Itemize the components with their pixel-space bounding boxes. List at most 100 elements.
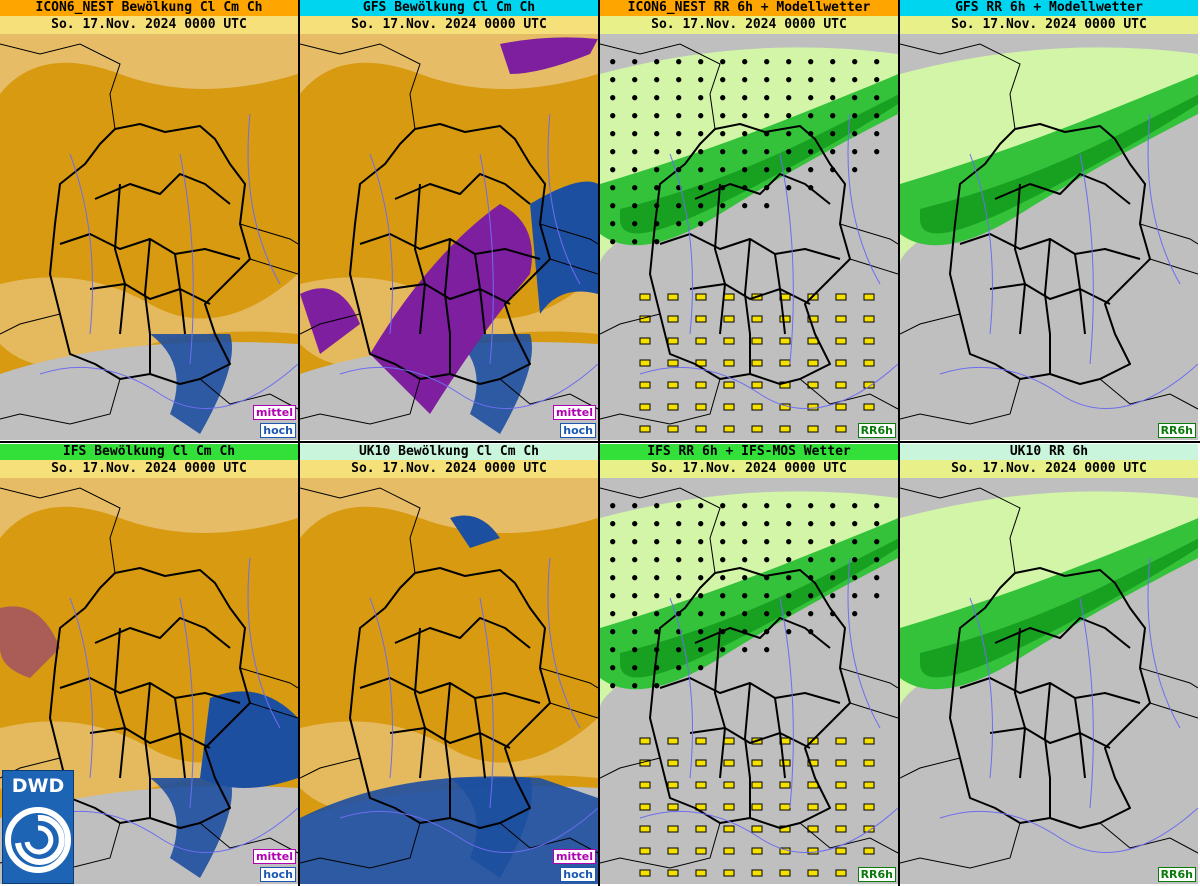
precip-symbol: ●	[654, 93, 660, 103]
panel-date: So. 17.Nov. 2024 0000 UTC	[0, 460, 298, 478]
panel-title: IFS Bewölkung Cl Cm Ch	[0, 444, 298, 460]
precip-symbol: ●	[676, 147, 682, 157]
precip-symbol: ●	[610, 663, 616, 673]
map-panel: ICON6_NEST Bewölkung Cl Cm Ch So. 17.Nov.…	[0, 0, 298, 440]
precip-symbol: ●	[632, 609, 638, 619]
precip-symbol: ●	[610, 555, 616, 565]
precip-symbol: ●	[786, 501, 792, 511]
precip-symbol: ●	[632, 147, 638, 157]
precip-symbol: ●	[852, 501, 858, 511]
precip-symbol: ●	[610, 627, 616, 637]
precip-symbol: ●	[610, 219, 616, 229]
precip-symbol: ●	[808, 519, 814, 529]
precip-symbol: ●	[764, 555, 770, 565]
cloud-cover-map	[300, 34, 598, 440]
cloud-cover-map	[0, 34, 298, 440]
precip-symbol: ●	[852, 555, 858, 565]
precip-symbol: ●	[676, 537, 682, 547]
precip-symbol: ●	[654, 129, 660, 139]
precip-symbol: ●	[764, 573, 770, 583]
precip-symbol: ●	[720, 111, 726, 121]
precip-symbol: ●	[764, 609, 770, 619]
precip-symbol: ●	[632, 555, 638, 565]
precip-symbol: ●	[720, 555, 726, 565]
precip-symbol: ●	[676, 57, 682, 67]
panel-title: ICON6_NEST Bewölkung Cl Cm Ch	[0, 0, 298, 16]
precip-symbol: ●	[676, 201, 682, 211]
precip-symbol: ●	[698, 591, 704, 601]
precipitation-map	[900, 34, 1198, 440]
precip-symbol: ●	[742, 57, 748, 67]
precip-symbol: ●	[874, 591, 880, 601]
precip-symbol: ●	[764, 129, 770, 139]
precip-symbol: ●	[830, 537, 836, 547]
precip-symbol: ●	[654, 591, 660, 601]
precip-symbol: ●	[874, 537, 880, 547]
precip-symbol: ●	[830, 609, 836, 619]
precip-symbol: ●	[830, 519, 836, 529]
precip-symbol: ●	[698, 165, 704, 175]
panel-date: So. 17.Nov. 2024 0000 UTC	[900, 460, 1198, 478]
precip-symbol: ●	[720, 501, 726, 511]
precipitation-map	[900, 478, 1198, 884]
precip-symbol: ●	[632, 519, 638, 529]
precip-symbol: ●	[764, 519, 770, 529]
precip-symbol: ●	[610, 573, 616, 583]
precip-symbol: ●	[610, 129, 616, 139]
precip-symbol: ●	[654, 57, 660, 67]
precip-symbol: ●	[676, 591, 682, 601]
precip-symbol: ●	[632, 165, 638, 175]
cloud-cover-map	[300, 478, 598, 884]
precip-symbol: ●	[742, 537, 748, 547]
precip-symbol: ●	[610, 519, 616, 529]
panel-date: So. 17.Nov. 2024 0000 UTC	[300, 460, 598, 478]
precip-symbol: ●	[808, 609, 814, 619]
precip-symbol: ●	[852, 93, 858, 103]
precip-symbol: ●	[632, 57, 638, 67]
precip-symbol: ●	[742, 555, 748, 565]
panel-divider	[298, 0, 300, 886]
map-panel: UK10 Bewölkung Cl Cm Ch So. 17.Nov. 2024 …	[300, 444, 598, 884]
precip-symbol: ●	[654, 627, 660, 637]
precip-symbol: ●	[698, 519, 704, 529]
precip-symbol: ●	[808, 573, 814, 583]
precip-symbol: ●	[808, 57, 814, 67]
precip-symbol: ●	[632, 219, 638, 229]
precip-symbol: ●	[676, 645, 682, 655]
precip-symbol: ●	[698, 663, 704, 673]
precip-symbol: ●	[720, 591, 726, 601]
precip-symbol: ●	[874, 129, 880, 139]
precip-symbol: ●	[698, 75, 704, 85]
precip-symbol: ●	[632, 501, 638, 511]
map-panel: UK10 RR 6h So. 17.Nov. 2024 0000 UTC RR6h	[900, 444, 1198, 884]
precip-symbol: ●	[786, 57, 792, 67]
panel-title: UK10 RR 6h	[900, 444, 1198, 460]
precip-symbol: ●	[632, 537, 638, 547]
precip-symbol: ●	[742, 75, 748, 85]
precip-symbol: ●	[764, 201, 770, 211]
precip-symbol: ●	[742, 201, 748, 211]
precip-symbol: ●	[786, 519, 792, 529]
precip-symbol: ●	[874, 93, 880, 103]
precip-symbol: ●	[632, 111, 638, 121]
precip-symbol: ●	[676, 75, 682, 85]
precip-symbol: ●	[874, 147, 880, 157]
precip-symbol: ●	[676, 519, 682, 529]
precip-symbol: ●	[764, 537, 770, 547]
precipitation-map: ● ● ● ● ● ● ● ● ● ● ● ● ● ● ● ● ● ● ● ● ● ● ● ● ● ● ● ● ● ● ● ● ● ● ● ● ● ● ● ●…	[600, 478, 898, 884]
map-panel: GFS Bewölkung Cl Cm Ch So. 17.Nov. 2024 0…	[300, 0, 598, 440]
precip-symbol: ●	[720, 573, 726, 583]
precip-symbol: ●	[808, 111, 814, 121]
precip-symbol: ●	[610, 75, 616, 85]
legend-badge-hoch: hoch	[560, 867, 596, 882]
precip-symbol: ●	[676, 111, 682, 121]
precip-symbol: ●	[786, 591, 792, 601]
precip-symbol: ●	[632, 201, 638, 211]
precip-symbol: ●	[632, 93, 638, 103]
precip-symbol: ●	[764, 93, 770, 103]
precip-symbol: ●	[874, 501, 880, 511]
precip-symbol: ●	[852, 609, 858, 619]
precip-symbol: ●	[786, 111, 792, 121]
precip-symbol: ●	[786, 129, 792, 139]
legend-badge-hoch: hoch	[260, 423, 296, 438]
